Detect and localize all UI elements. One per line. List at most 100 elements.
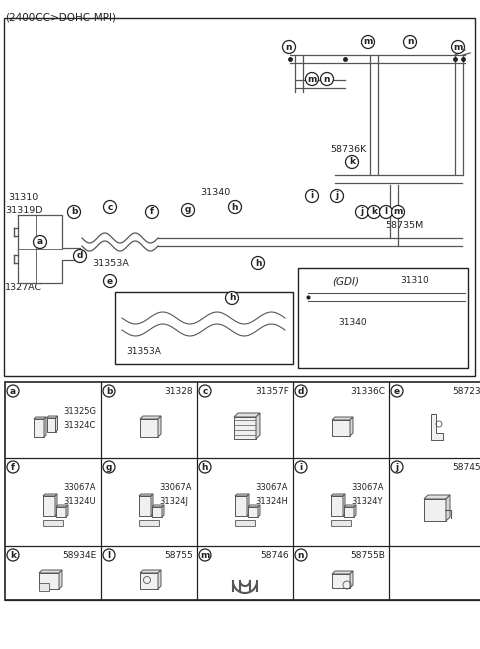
Polygon shape bbox=[56, 507, 66, 517]
Text: 33067A: 33067A bbox=[159, 484, 192, 493]
Circle shape bbox=[34, 236, 47, 249]
Circle shape bbox=[103, 385, 115, 397]
Polygon shape bbox=[248, 507, 258, 517]
Circle shape bbox=[283, 40, 296, 53]
Polygon shape bbox=[139, 494, 153, 496]
Polygon shape bbox=[235, 496, 247, 516]
Text: 58755: 58755 bbox=[164, 550, 193, 559]
Text: (2400CC>DOHC-MPI): (2400CC>DOHC-MPI) bbox=[5, 13, 116, 23]
Text: f: f bbox=[11, 463, 15, 472]
Text: 1327AC: 1327AC bbox=[5, 283, 42, 292]
Text: 31325G: 31325G bbox=[63, 408, 96, 417]
Polygon shape bbox=[152, 507, 162, 517]
Polygon shape bbox=[332, 420, 350, 436]
Text: j: j bbox=[336, 191, 338, 201]
Text: a: a bbox=[10, 387, 16, 395]
Text: n: n bbox=[298, 550, 304, 559]
Polygon shape bbox=[47, 416, 58, 418]
Circle shape bbox=[68, 206, 81, 219]
Bar bbox=[5, 382, 480, 600]
Polygon shape bbox=[139, 496, 151, 516]
Text: 31324H: 31324H bbox=[255, 496, 288, 506]
Polygon shape bbox=[258, 505, 260, 517]
Polygon shape bbox=[350, 417, 353, 436]
Polygon shape bbox=[162, 505, 164, 517]
Text: k: k bbox=[349, 158, 355, 167]
Circle shape bbox=[103, 461, 115, 473]
Text: 31310: 31310 bbox=[8, 193, 38, 202]
Polygon shape bbox=[331, 496, 343, 516]
Text: 58755B: 58755B bbox=[350, 550, 385, 559]
Polygon shape bbox=[56, 505, 68, 507]
Circle shape bbox=[7, 461, 19, 473]
Text: 31336C: 31336C bbox=[350, 387, 385, 395]
Polygon shape bbox=[158, 570, 161, 589]
Text: h: h bbox=[202, 463, 208, 472]
Polygon shape bbox=[248, 505, 260, 507]
Text: 31319D: 31319D bbox=[5, 206, 43, 215]
Circle shape bbox=[404, 36, 417, 49]
Text: 33067A: 33067A bbox=[63, 484, 96, 493]
Text: j: j bbox=[360, 208, 363, 217]
Polygon shape bbox=[43, 496, 55, 516]
Text: 31328: 31328 bbox=[164, 387, 193, 395]
Polygon shape bbox=[234, 417, 256, 439]
Text: m: m bbox=[363, 38, 372, 47]
Circle shape bbox=[452, 40, 465, 53]
Polygon shape bbox=[343, 494, 345, 516]
Circle shape bbox=[305, 73, 319, 86]
Bar bbox=[43, 520, 63, 526]
Text: 31357F: 31357F bbox=[255, 387, 289, 395]
Circle shape bbox=[181, 204, 194, 217]
Polygon shape bbox=[151, 494, 153, 516]
Text: k: k bbox=[371, 208, 377, 217]
Text: 31324Y: 31324Y bbox=[351, 496, 383, 506]
Text: f: f bbox=[150, 208, 154, 217]
Polygon shape bbox=[344, 505, 356, 507]
Text: n: n bbox=[407, 38, 413, 47]
Text: m: m bbox=[307, 75, 317, 84]
Circle shape bbox=[391, 461, 403, 473]
Text: e: e bbox=[107, 276, 113, 286]
Text: 31324U: 31324U bbox=[63, 496, 96, 506]
Text: 31310: 31310 bbox=[400, 276, 429, 285]
Polygon shape bbox=[55, 494, 57, 516]
Circle shape bbox=[295, 549, 307, 561]
Circle shape bbox=[361, 36, 374, 49]
Circle shape bbox=[199, 549, 211, 561]
Polygon shape bbox=[354, 505, 356, 517]
Polygon shape bbox=[431, 414, 443, 440]
Circle shape bbox=[356, 206, 369, 219]
Polygon shape bbox=[34, 419, 44, 437]
Text: h: h bbox=[255, 258, 261, 267]
Text: e: e bbox=[394, 387, 400, 395]
Text: 58736K: 58736K bbox=[330, 145, 366, 154]
Circle shape bbox=[391, 385, 403, 397]
Text: 31340: 31340 bbox=[338, 318, 367, 327]
Text: i: i bbox=[300, 463, 302, 472]
Text: 31324J: 31324J bbox=[159, 496, 188, 506]
Polygon shape bbox=[140, 416, 161, 419]
Text: b: b bbox=[106, 387, 112, 395]
Polygon shape bbox=[247, 494, 249, 516]
Polygon shape bbox=[44, 417, 46, 437]
Circle shape bbox=[73, 249, 86, 262]
Bar bbox=[298, 268, 468, 368]
Polygon shape bbox=[140, 419, 158, 437]
Text: 31340: 31340 bbox=[200, 188, 230, 197]
Polygon shape bbox=[332, 574, 350, 588]
Text: h: h bbox=[232, 202, 238, 212]
Circle shape bbox=[392, 206, 405, 219]
Text: d: d bbox=[298, 387, 304, 395]
Polygon shape bbox=[332, 571, 353, 574]
Circle shape bbox=[228, 201, 241, 214]
Text: l: l bbox=[108, 550, 110, 559]
Polygon shape bbox=[152, 505, 164, 507]
Polygon shape bbox=[39, 573, 59, 589]
Polygon shape bbox=[140, 570, 161, 573]
Text: 58735M: 58735M bbox=[385, 221, 423, 230]
Circle shape bbox=[7, 385, 19, 397]
Text: m: m bbox=[453, 42, 463, 51]
Text: i: i bbox=[311, 191, 313, 201]
Text: 31353A: 31353A bbox=[126, 347, 161, 356]
